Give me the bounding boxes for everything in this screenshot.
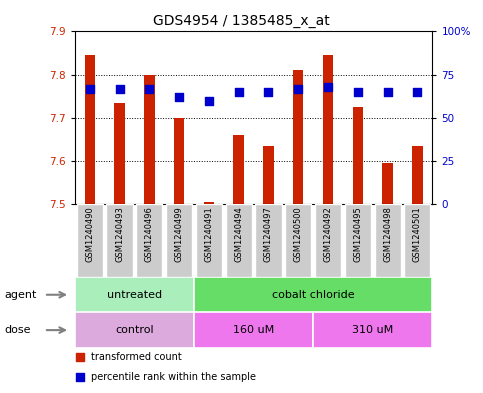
Text: 310 uM: 310 uM (352, 325, 393, 335)
Bar (233, 135, 244, 204)
Bar (114, 103, 125, 204)
Point (295, 85, 302, 92)
Bar (194, 277, 432, 312)
Bar (77, 204, 103, 277)
Bar (313, 312, 432, 348)
Text: GSM1240492: GSM1240492 (324, 207, 332, 262)
Bar (383, 163, 393, 204)
Text: GSM1240490: GSM1240490 (85, 207, 94, 262)
Bar (75, 277, 194, 312)
Text: GSM1240499: GSM1240499 (175, 207, 184, 262)
Text: percentile rank within the sample: percentile rank within the sample (91, 372, 256, 382)
Text: untreated: untreated (107, 290, 162, 300)
Point (324, 84, 332, 90)
Text: GSM1240501: GSM1240501 (413, 207, 422, 262)
Bar (323, 55, 333, 204)
Text: GSM1240491: GSM1240491 (204, 207, 213, 262)
Text: GSM1240497: GSM1240497 (264, 207, 273, 263)
Bar (353, 107, 363, 204)
Bar (136, 204, 162, 277)
Point (384, 89, 392, 95)
Bar (404, 204, 430, 277)
Text: dose: dose (5, 325, 31, 335)
Bar (106, 204, 133, 277)
Bar (174, 118, 185, 204)
Bar (374, 204, 401, 277)
Point (265, 89, 272, 95)
Text: GSM1240493: GSM1240493 (115, 207, 124, 263)
Bar (226, 204, 252, 277)
Bar (166, 204, 192, 277)
Text: GSM1240496: GSM1240496 (145, 207, 154, 263)
Bar (194, 312, 313, 348)
Bar (412, 146, 423, 204)
Text: 160 uM: 160 uM (233, 325, 274, 335)
Bar (204, 202, 214, 204)
Point (235, 89, 242, 95)
Bar (196, 204, 222, 277)
Point (76, 374, 84, 380)
Bar (263, 146, 274, 204)
Bar (144, 75, 155, 204)
Point (354, 89, 362, 95)
Bar (75, 312, 194, 348)
Bar (293, 70, 303, 204)
Point (116, 85, 124, 92)
Point (413, 89, 421, 95)
Point (175, 94, 183, 100)
Text: agent: agent (5, 290, 37, 300)
Text: GSM1240495: GSM1240495 (354, 207, 362, 262)
Bar (256, 204, 282, 277)
Point (145, 85, 153, 92)
Text: GSM1240498: GSM1240498 (383, 207, 392, 263)
Text: GSM1240494: GSM1240494 (234, 207, 243, 262)
Bar (85, 55, 95, 204)
Bar (345, 204, 371, 277)
Point (86, 85, 94, 92)
Point (76, 354, 84, 360)
Text: GDS4954 / 1385485_x_at: GDS4954 / 1385485_x_at (153, 14, 330, 28)
Bar (315, 204, 341, 277)
Text: cobalt chloride: cobalt chloride (272, 290, 355, 300)
Text: control: control (115, 325, 154, 335)
Point (205, 97, 213, 104)
Bar (285, 204, 312, 277)
Text: GSM1240500: GSM1240500 (294, 207, 303, 262)
Text: transformed count: transformed count (91, 352, 182, 362)
